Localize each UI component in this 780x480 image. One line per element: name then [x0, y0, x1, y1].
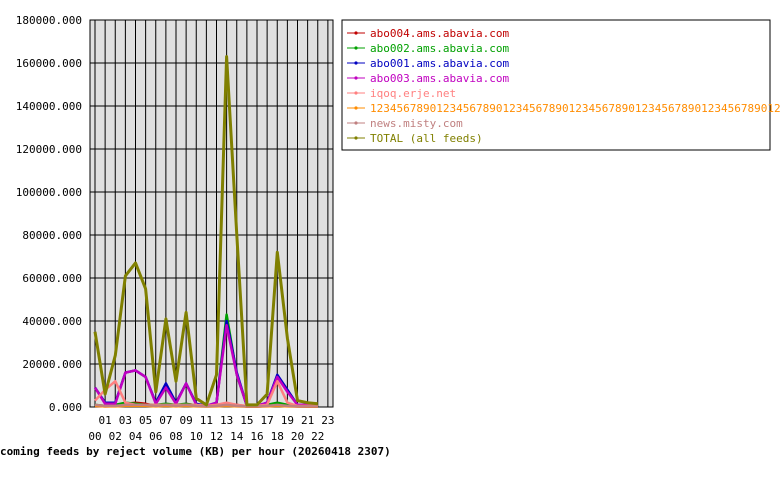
x-tick-label-bottom: 22: [311, 430, 324, 443]
legend-marker: [354, 121, 358, 125]
x-tick-label-top: 21: [301, 414, 314, 427]
y-tick-label: 120000.000: [16, 143, 82, 156]
series-line: [94, 403, 318, 408]
x-tick-label-top: 07: [159, 414, 172, 427]
legend-label: abo003.ams.abavia.com: [370, 72, 509, 85]
x-tick-label-bottom: 12: [210, 430, 223, 443]
legend-label: abo002.ams.abavia.com: [370, 42, 509, 55]
legend-marker: [354, 76, 358, 80]
x-tick-label-bottom: 18: [271, 430, 284, 443]
y-tick-label: 100000.000: [16, 186, 82, 199]
legend-label: iqoq.erje.net: [370, 87, 456, 100]
legend-marker: [354, 136, 358, 140]
x-tick-label-top: 11: [200, 414, 213, 427]
x-tick-label-bottom: 04: [129, 430, 143, 443]
x-axis-ticks: 01 03 05 07 09 11 13 15 17 19 21 23 00 02 04 06 08 10 12 14…: [88, 414, 334, 443]
legend-marker: [354, 91, 358, 95]
x-tick-label-bottom: 02: [109, 430, 122, 443]
x-tick-label-top: 15: [240, 414, 253, 427]
y-axis-ticks: 0.000 20000.000 40000.000 60000.000 80000.00…: [16, 14, 82, 414]
legend-marker: [354, 31, 358, 35]
legend-label: abo001.ams.abavia.com: [370, 57, 509, 70]
x-tick-label-bottom: 20: [291, 430, 304, 443]
legend-label: news.misty.com: [370, 117, 463, 130]
x-tick-label-top: 09: [180, 414, 193, 427]
y-tick-label: 40000.000: [22, 315, 82, 328]
plot-background: [89, 19, 334, 408]
y-tick-label: 180000.000: [16, 14, 82, 27]
legend-marker: [354, 106, 358, 110]
x-tick-label-bottom: 16: [250, 430, 263, 443]
y-tick-label: 0.000: [49, 401, 82, 414]
legend-label: 1234567890123456789012345678901234567890…: [370, 102, 780, 115]
x-tick-label-top: 03: [119, 414, 132, 427]
chart-title: coming feeds by reject volume (KB) per h…: [0, 445, 391, 458]
y-tick-label: 80000.000: [22, 229, 82, 242]
legend-marker: [354, 61, 358, 65]
x-tick-label-top: 13: [220, 414, 233, 427]
series-line: [93, 55, 318, 407]
x-tick-label-top: 05: [139, 414, 152, 427]
legend: abo004.ams.abavia.com abo002.ams.abavia.c…: [347, 27, 780, 145]
x-tick-label-bottom: 14: [230, 430, 244, 443]
x-tick-label-top: 23: [321, 414, 334, 427]
legend-label: TOTAL (all feeds): [370, 132, 483, 145]
x-tick-label-bottom: 00: [88, 430, 101, 443]
legend-marker: [354, 46, 358, 50]
y-tick-label: 20000.000: [22, 358, 82, 371]
legend-box: [341, 19, 771, 151]
x-tick-label-bottom: 08: [169, 430, 182, 443]
y-tick-label: 140000.000: [16, 100, 82, 113]
x-tick-label-bottom: 06: [149, 430, 162, 443]
x-tick-label-top: 01: [99, 414, 112, 427]
legend-label: abo004.ams.abavia.com: [370, 27, 509, 40]
x-tick-label-top: 19: [281, 414, 294, 427]
y-tick-label: 160000.000: [16, 57, 82, 70]
x-tick-label-top: 17: [261, 414, 274, 427]
series-lines: [93, 55, 318, 408]
y-tick-label: 60000.000: [22, 272, 82, 285]
x-tick-label-bottom: 10: [190, 430, 203, 443]
